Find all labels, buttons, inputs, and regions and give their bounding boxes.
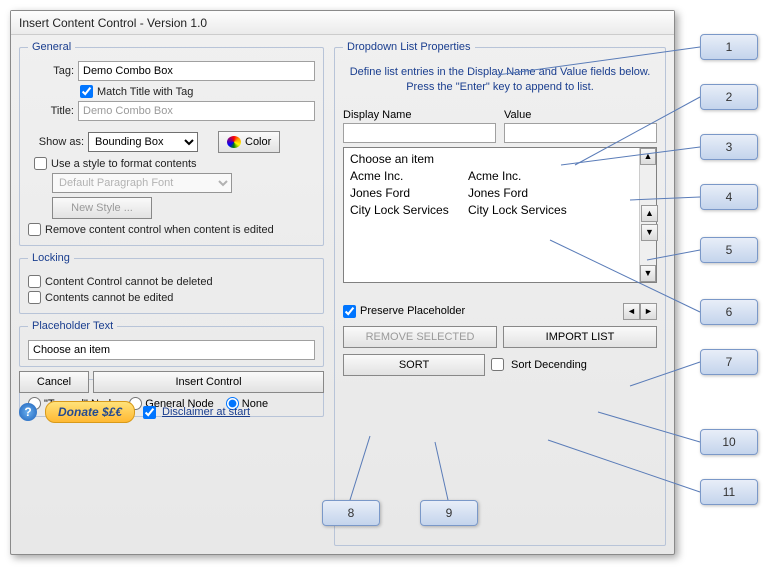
import-list-button[interactable]: IMPORT LIST <box>503 326 657 348</box>
color-label: Color <box>245 136 271 148</box>
tag-input[interactable] <box>78 61 315 81</box>
no-delete-checkbox[interactable] <box>28 275 41 288</box>
disclaimer-checkbox-wrap[interactable]: Disclaimer at start <box>143 406 250 419</box>
dialog-window: Insert Content Control - Version 1.0 Gen… <box>10 10 675 555</box>
list-item[interactable]: Choose an item <box>350 151 633 168</box>
help-icon[interactable]: ? <box>19 403 37 421</box>
list-inner: Choose an itemAcme Inc.Acme Inc.Jones Fo… <box>344 148 639 282</box>
palette-icon <box>227 136 241 148</box>
donate-button[interactable]: Donate $£€ <box>45 401 135 423</box>
tag-label: Tag: <box>28 65 74 77</box>
callout-1: 1 <box>700 34 758 60</box>
sort-desc-wrap[interactable]: Sort Decending <box>491 358 587 371</box>
disclaimer-link[interactable]: Disclaimer at start <box>162 406 250 418</box>
general-legend: General <box>28 41 75 53</box>
bottom-bar: Cancel Insert Control ? Donate $£€ Discl… <box>19 371 324 423</box>
use-style-checkbox[interactable] <box>34 157 47 170</box>
no-delete-label: Content Control cannot be deleted <box>45 276 213 288</box>
scroll-up-icon[interactable]: ▲ <box>640 148 656 165</box>
value-input[interactable] <box>504 123 657 143</box>
callout-3: 3 <box>700 134 758 160</box>
display-name-label: Display Name <box>343 109 496 121</box>
callout-4: 4 <box>700 184 758 210</box>
dropdown-legend: Dropdown List Properties <box>343 41 475 53</box>
display-name-input[interactable] <box>343 123 496 143</box>
showas-label: Show as: <box>28 136 84 148</box>
placeholder-input[interactable] <box>28 340 315 360</box>
move-down-button[interactable]: ▼ <box>641 224 658 241</box>
preserve-placeholder-checkbox[interactable] <box>343 305 356 318</box>
items-listbox[interactable]: Choose an itemAcme Inc.Acme Inc.Jones Fo… <box>343 147 657 283</box>
remove-on-edit-checkbox[interactable] <box>28 223 41 236</box>
title-label: Title: <box>28 105 74 117</box>
match-title-checkbox[interactable] <box>80 85 93 98</box>
sort-button[interactable]: SORT <box>343 354 485 376</box>
placeholder-legend: Placeholder Text <box>28 320 117 332</box>
no-edit-checkbox[interactable] <box>28 291 41 304</box>
dropdown-group: Dropdown List Properties Define list ent… <box>334 41 666 546</box>
move-right-button[interactable]: ► <box>640 303 657 320</box>
use-style-label: Use a style to format contents <box>51 158 197 170</box>
no-edit-label: Contents cannot be edited <box>45 292 173 304</box>
value-label: Value <box>504 109 657 121</box>
list-item[interactable]: Jones FordJones Ford <box>350 185 633 202</box>
window-title: Insert Content Control - Version 1.0 <box>19 16 207 30</box>
locking-group: Locking Content Control cannot be delete… <box>19 252 324 314</box>
disclaimer-checkbox[interactable] <box>143 406 156 419</box>
remove-on-edit-label: Remove content control when content is e… <box>45 224 274 236</box>
sort-desc-label: Sort Decending <box>511 359 587 371</box>
locking-legend: Locking <box>28 252 74 264</box>
content-area: General Tag: Match Title with Tag Title:… <box>19 41 666 546</box>
callout-10: 10 <box>700 429 758 455</box>
callout-11: 11 <box>700 479 758 505</box>
match-title-label: Match Title with Tag <box>97 86 193 98</box>
list-item[interactable]: City Lock ServicesCity Lock Services <box>350 202 633 219</box>
scroll-down-icon[interactable]: ▼ <box>640 265 656 282</box>
color-button[interactable]: Color <box>218 131 280 153</box>
insert-control-button[interactable]: Insert Control <box>93 371 324 393</box>
placeholder-group: Placeholder Text <box>19 320 324 367</box>
move-left-button[interactable]: ◄ <box>623 303 640 320</box>
callout-2: 2 <box>700 84 758 110</box>
title-input[interactable] <box>78 101 315 121</box>
dropdown-instructions: Define list entries in the Display Name … <box>343 65 657 95</box>
right-column: Dropdown List Properties Define list ent… <box>334 41 666 546</box>
titlebar: Insert Content Control - Version 1.0 <box>11 11 674 35</box>
remove-selected-button: REMOVE SELECTED <box>343 326 497 348</box>
preserve-placeholder-label: Preserve Placeholder <box>360 305 465 317</box>
callout-5: 5 <box>700 237 758 263</box>
sort-desc-checkbox[interactable] <box>491 358 504 371</box>
general-group: General Tag: Match Title with Tag Title:… <box>19 41 324 246</box>
style-select: Default Paragraph Font <box>52 173 232 193</box>
showas-select[interactable]: Bounding Box <box>88 132 198 152</box>
new-style-button: New Style ... <box>52 197 152 219</box>
cancel-button[interactable]: Cancel <box>19 371 89 393</box>
list-item[interactable]: Acme Inc.Acme Inc. <box>350 168 633 185</box>
callout-7: 7 <box>700 349 758 375</box>
move-up-button[interactable]: ▲ <box>641 205 658 222</box>
left-column: General Tag: Match Title with Tag Title:… <box>19 41 324 423</box>
callout-6: 6 <box>700 299 758 325</box>
